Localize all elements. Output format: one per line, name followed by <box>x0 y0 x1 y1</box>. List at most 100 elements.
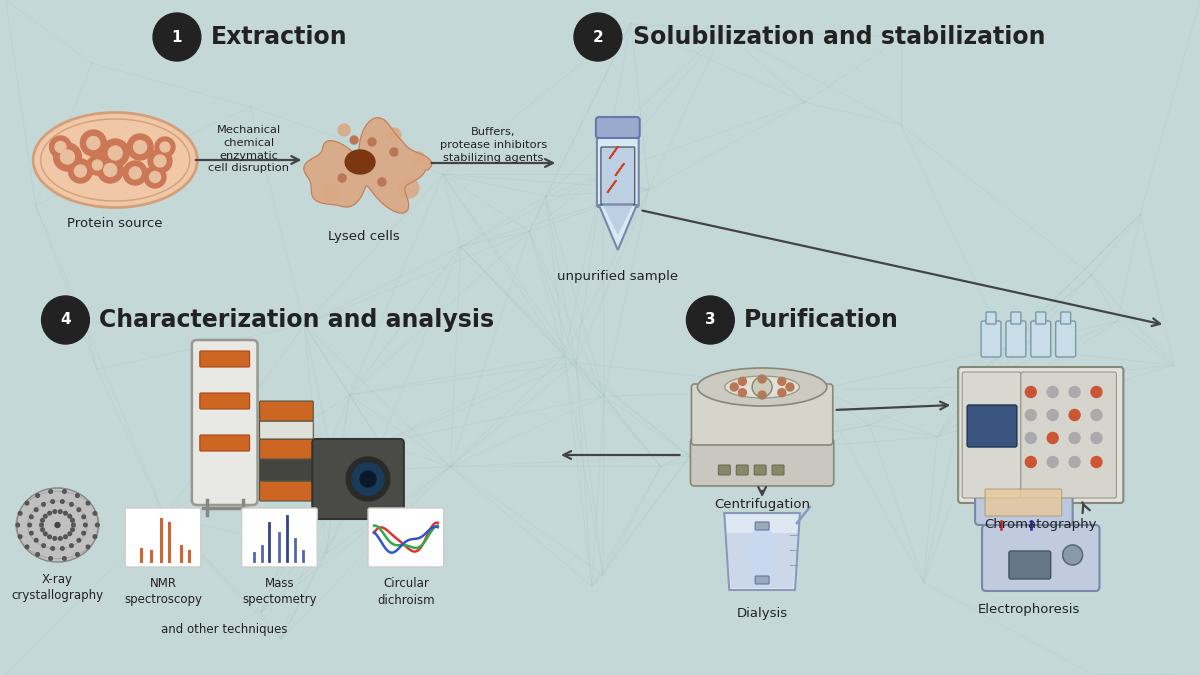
Circle shape <box>1091 456 1102 468</box>
Text: Chromatography: Chromatography <box>984 518 1097 531</box>
FancyBboxPatch shape <box>958 367 1123 503</box>
FancyBboxPatch shape <box>755 576 769 584</box>
FancyBboxPatch shape <box>1009 551 1051 579</box>
Circle shape <box>55 142 66 153</box>
Circle shape <box>103 163 116 176</box>
FancyBboxPatch shape <box>772 465 784 475</box>
Circle shape <box>82 531 85 535</box>
Circle shape <box>1025 433 1037 443</box>
Circle shape <box>68 532 72 535</box>
Circle shape <box>36 493 40 497</box>
Circle shape <box>60 500 64 504</box>
FancyBboxPatch shape <box>259 459 313 481</box>
FancyBboxPatch shape <box>1010 312 1021 324</box>
Circle shape <box>30 515 34 518</box>
Circle shape <box>74 165 86 177</box>
Circle shape <box>72 523 76 526</box>
Text: Circular
dichroism: Circular dichroism <box>377 577 434 607</box>
FancyBboxPatch shape <box>312 439 404 519</box>
FancyBboxPatch shape <box>200 393 250 409</box>
FancyBboxPatch shape <box>596 117 640 138</box>
Circle shape <box>154 155 166 167</box>
FancyBboxPatch shape <box>596 133 638 207</box>
Circle shape <box>49 136 72 158</box>
Text: 4: 4 <box>60 313 71 327</box>
FancyBboxPatch shape <box>962 372 1021 498</box>
FancyBboxPatch shape <box>259 481 313 501</box>
Circle shape <box>76 553 79 556</box>
Ellipse shape <box>725 376 799 398</box>
Circle shape <box>144 166 166 188</box>
Polygon shape <box>725 513 800 590</box>
Circle shape <box>413 152 425 164</box>
Circle shape <box>49 557 53 560</box>
FancyBboxPatch shape <box>754 465 766 475</box>
Circle shape <box>48 535 52 539</box>
Circle shape <box>53 510 56 514</box>
Circle shape <box>76 493 79 497</box>
Circle shape <box>398 178 419 198</box>
Circle shape <box>1063 545 1082 565</box>
FancyBboxPatch shape <box>1031 321 1051 357</box>
Circle shape <box>49 490 53 493</box>
FancyBboxPatch shape <box>985 489 1062 516</box>
Circle shape <box>94 512 97 515</box>
Text: Solubilization and stabilization: Solubilization and stabilization <box>632 25 1045 49</box>
FancyBboxPatch shape <box>1006 321 1026 357</box>
Circle shape <box>1069 456 1080 468</box>
Circle shape <box>84 523 88 526</box>
Text: Lysed cells: Lysed cells <box>328 230 400 243</box>
FancyBboxPatch shape <box>200 351 250 367</box>
Text: Mass
spectometry: Mass spectometry <box>242 577 317 607</box>
Circle shape <box>60 150 74 164</box>
Circle shape <box>758 391 766 399</box>
Circle shape <box>64 512 67 515</box>
FancyBboxPatch shape <box>1021 372 1116 498</box>
Text: Mechanical
chemical
enzymatic
cell disruption: Mechanical chemical enzymatic cell disru… <box>208 125 289 173</box>
Circle shape <box>390 148 398 156</box>
Text: Centrifugation: Centrifugation <box>714 498 810 511</box>
Circle shape <box>18 535 22 539</box>
Circle shape <box>88 155 107 175</box>
Circle shape <box>322 184 337 200</box>
Circle shape <box>1025 387 1037 398</box>
Circle shape <box>62 490 66 493</box>
Circle shape <box>686 296 734 344</box>
Circle shape <box>101 139 130 167</box>
Polygon shape <box>599 205 637 250</box>
Ellipse shape <box>17 488 98 562</box>
Circle shape <box>86 502 90 505</box>
Circle shape <box>124 161 148 185</box>
Circle shape <box>1048 410 1058 421</box>
Circle shape <box>97 157 124 183</box>
Circle shape <box>154 13 200 61</box>
Circle shape <box>130 167 142 179</box>
Circle shape <box>30 531 34 535</box>
Circle shape <box>127 134 154 160</box>
Circle shape <box>59 510 62 514</box>
FancyBboxPatch shape <box>1036 312 1045 324</box>
Text: 1: 1 <box>172 30 182 45</box>
Circle shape <box>738 389 746 397</box>
Circle shape <box>1048 456 1058 468</box>
Circle shape <box>1091 410 1102 421</box>
Circle shape <box>574 13 622 61</box>
FancyBboxPatch shape <box>259 401 313 421</box>
Ellipse shape <box>697 368 827 406</box>
FancyBboxPatch shape <box>125 508 200 567</box>
Text: Buffers,
protease inhibitors
stabilizing agents: Buffers, protease inhibitors stabilizing… <box>439 127 547 163</box>
FancyBboxPatch shape <box>976 479 1073 525</box>
Ellipse shape <box>749 526 775 580</box>
FancyBboxPatch shape <box>1056 321 1075 357</box>
Circle shape <box>346 457 390 501</box>
Circle shape <box>41 528 44 531</box>
Text: and other techniques: and other techniques <box>162 623 288 636</box>
Text: 3: 3 <box>706 313 715 327</box>
Circle shape <box>386 128 401 142</box>
Text: Electrophoresis: Electrophoresis <box>978 603 1080 616</box>
Circle shape <box>18 512 22 515</box>
Circle shape <box>48 512 52 515</box>
Circle shape <box>50 500 54 504</box>
FancyBboxPatch shape <box>755 522 769 530</box>
FancyBboxPatch shape <box>368 508 444 567</box>
